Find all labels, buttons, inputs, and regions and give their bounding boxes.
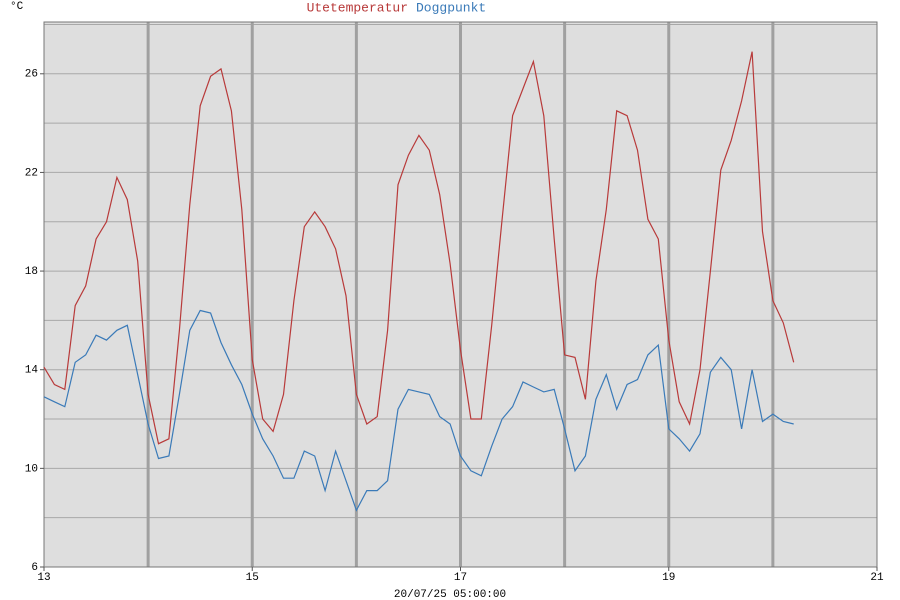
x-tick-label: 13 — [37, 572, 50, 584]
y-tick-label: 22 — [25, 167, 38, 179]
y-tick-label: 26 — [25, 69, 38, 81]
x-tick-label: 17 — [454, 572, 467, 584]
x-tick-label: 15 — [246, 572, 259, 584]
x-tick-label: 19 — [662, 572, 675, 584]
y-tick-label: 6 — [31, 562, 38, 574]
x-tick-label: 21 — [870, 572, 884, 584]
legend-entry: Utetemperatur — [307, 0, 408, 15]
unit-label: °C — [10, 1, 24, 13]
x-axis-label: 20/07/25 05:00:00 — [394, 589, 506, 600]
legend-entry: Doggpunkt — [416, 0, 486, 15]
y-tick-label: 10 — [25, 463, 38, 475]
data-line — [43, 309, 794, 512]
y-tick-label: 14 — [25, 365, 39, 377]
data-line — [43, 51, 795, 445]
y-tick-label: 18 — [25, 266, 38, 278]
